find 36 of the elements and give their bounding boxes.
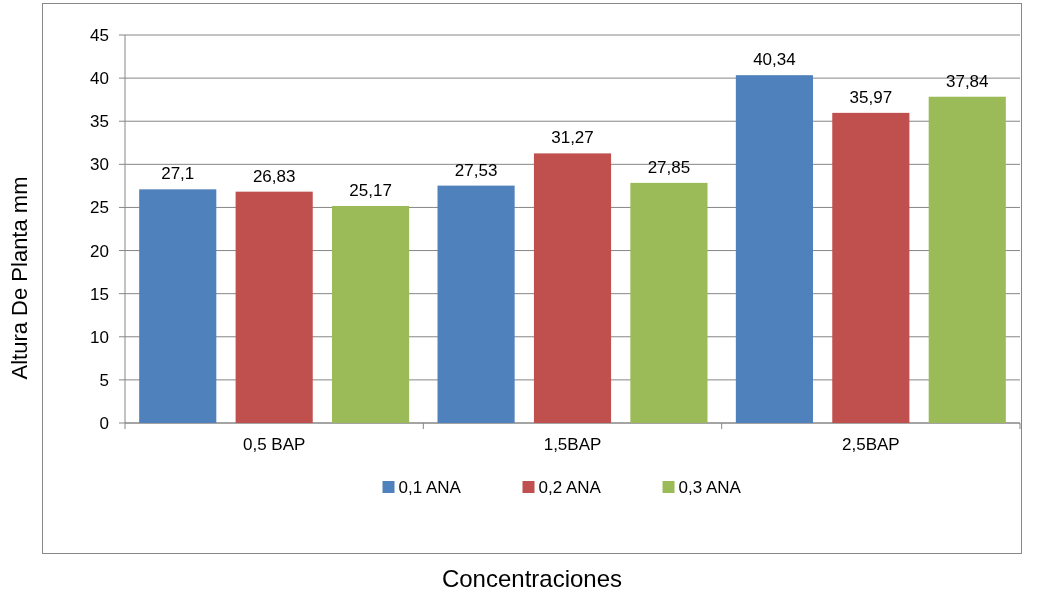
- bar: [735, 75, 813, 423]
- legend-label: 0,3 ANA: [678, 477, 742, 497]
- y-tick-label: 20: [90, 241, 109, 261]
- y-tick-label: 0: [99, 413, 109, 433]
- bar: [437, 185, 515, 423]
- data-label: 31,27: [551, 128, 594, 148]
- x-tick-label: 0,5 BAP: [242, 435, 306, 454]
- x-axis-title: Concentraciones: [441, 565, 623, 592]
- y-tick-label: 25: [90, 198, 109, 218]
- bar: [533, 153, 612, 423]
- data-label: 27,53: [454, 160, 498, 180]
- x-tick-label: 2,5BAP: [842, 435, 900, 454]
- y-axis-title: Altura De Planta mm: [7, 176, 32, 380]
- data-label: 40,34: [753, 50, 796, 70]
- y-tick-label: 40: [90, 69, 109, 89]
- data-label: 26,83: [252, 166, 296, 186]
- bar: [928, 96, 1006, 423]
- legend-label: 0,1 ANA: [398, 477, 462, 497]
- y-tick-label: 5: [99, 370, 109, 390]
- bar: [235, 191, 313, 423]
- data-label: 37,84: [945, 71, 989, 91]
- y-tick-label: 30: [90, 155, 109, 175]
- y-tick-label: 45: [90, 25, 109, 45]
- bar: [139, 189, 217, 423]
- x-tick-label: 1,5BAP: [543, 435, 602, 454]
- data-label: 25,17: [349, 180, 392, 200]
- bar: [630, 182, 708, 423]
- data-label: 27,1: [161, 164, 195, 184]
- y-tick-label: 35: [90, 112, 109, 132]
- bar: [332, 205, 410, 423]
- data-label: 27,85: [647, 157, 691, 177]
- legend-label: 0,2 ANA: [538, 477, 602, 497]
- y-tick-label: 10: [90, 327, 109, 347]
- bar: [832, 112, 910, 423]
- y-tick-label: 15: [90, 284, 109, 304]
- data-label: 35,97: [849, 87, 893, 107]
